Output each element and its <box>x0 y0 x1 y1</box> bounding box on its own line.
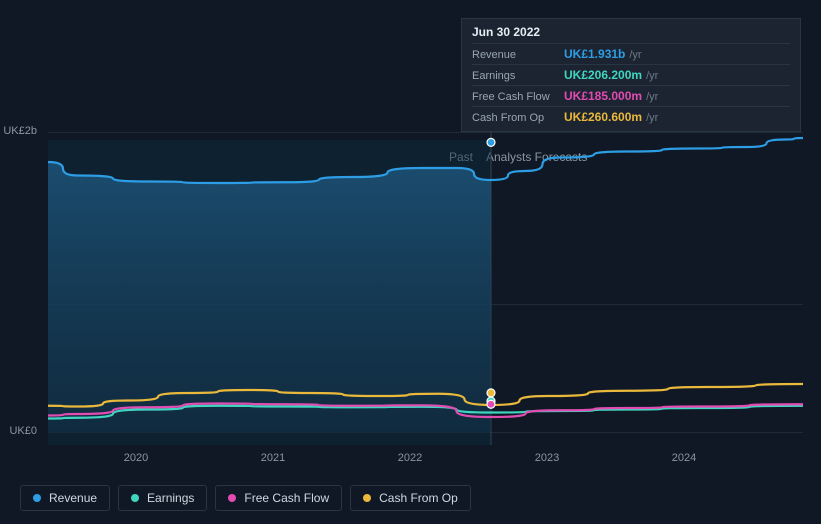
tooltip-row-cfo: Cash From Op UK£260.600m /yr <box>472 106 790 127</box>
tooltip-unit: /yr <box>646 70 658 82</box>
legend-item-fcf[interactable]: Free Cash Flow <box>215 485 342 511</box>
x-tick-2024: 2024 <box>672 452 696 464</box>
legend-item-revenue[interactable]: Revenue <box>20 485 110 511</box>
tooltip-value: UK£206.200m <box>564 68 642 82</box>
tooltip-unit: /yr <box>646 112 658 124</box>
tooltip-value: UK£1.931b <box>564 47 625 61</box>
tooltip-label: Revenue <box>472 49 564 61</box>
tooltip-unit: /yr <box>646 91 658 103</box>
y-tick-zero: UK£0 <box>9 425 37 437</box>
tooltip-title: Jun 30 2022 <box>472 25 790 43</box>
tooltip-row-revenue: Revenue UK£1.931b /yr <box>472 43 790 64</box>
tooltip-label: Free Cash Flow <box>472 91 564 103</box>
tooltip-value: UK£260.600m <box>564 110 642 124</box>
legend-swatch-icon <box>228 494 236 502</box>
tooltip-label: Cash From Op <box>472 112 564 124</box>
legend-swatch-icon <box>131 494 139 502</box>
tooltip-unit: /yr <box>629 49 641 61</box>
legend-item-cfo[interactable]: Cash From Op <box>350 485 471 511</box>
y-tick-max: UK£2b <box>3 125 37 137</box>
x-tick-2021: 2021 <box>261 452 285 464</box>
series-marker-fcf <box>487 400 495 408</box>
legend-swatch-icon <box>363 494 371 502</box>
x-tick-2023: 2023 <box>535 452 559 464</box>
x-tick-2022: 2022 <box>398 452 422 464</box>
legend-swatch-icon <box>33 494 41 502</box>
x-tick-2020: 2020 <box>124 452 148 464</box>
series-marker-revenue <box>487 138 495 146</box>
tooltip-value: UK£185.000m <box>564 89 642 103</box>
tooltip-row-earnings: Earnings UK£206.200m /yr <box>472 64 790 85</box>
legend-label: Free Cash Flow <box>244 491 329 505</box>
legend-item-earnings[interactable]: Earnings <box>118 485 207 511</box>
tooltip-label: Earnings <box>472 70 564 82</box>
chart-legend: Revenue Earnings Free Cash Flow Cash Fro… <box>20 485 471 511</box>
legend-label: Revenue <box>49 491 97 505</box>
legend-label: Earnings <box>147 491 194 505</box>
series-fill-revenue <box>48 162 491 432</box>
tooltip-row-fcf: Free Cash Flow UK£185.000m /yr <box>472 85 790 106</box>
legend-label: Cash From Op <box>379 491 458 505</box>
chart-tooltip: Jun 30 2022 Revenue UK£1.931b /yr Earnin… <box>461 18 801 132</box>
series-marker-cash_from_op <box>487 389 495 397</box>
